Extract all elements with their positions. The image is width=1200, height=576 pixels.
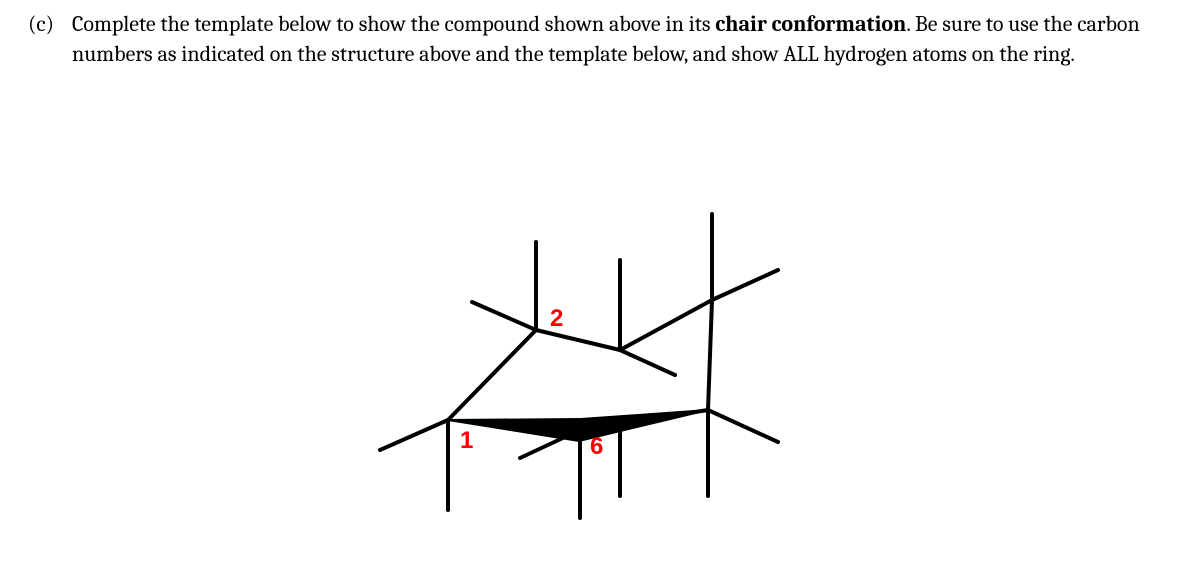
carbon-label: 6 <box>590 433 603 460</box>
question-text-a: Complete the template below to show the … <box>72 11 715 37</box>
question-label: (c) <box>28 10 72 40</box>
chair-svg: 1 2 6 <box>360 200 820 530</box>
page: (c) Complete the template below to show … <box>0 0 1200 576</box>
carbon-label: 1 <box>460 427 473 454</box>
chair-diagram: 1 2 6 <box>360 200 820 530</box>
question-text: Complete the template below to show the … <box>72 10 1172 69</box>
carbon-label: 2 <box>550 305 563 332</box>
question-row: (c) Complete the template below to show … <box>28 10 1172 69</box>
question-text-bold: chair conformation <box>715 11 906 37</box>
